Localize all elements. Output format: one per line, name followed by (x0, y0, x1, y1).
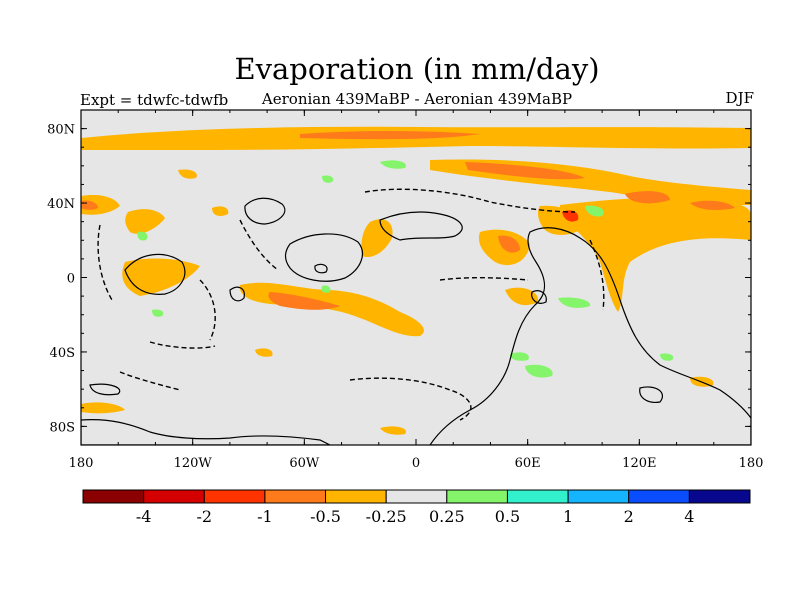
shelf-central (199, 279, 216, 341)
colorbar-swatch (506, 489, 569, 504)
continent-central-ring (284, 233, 363, 282)
contour-green-small-nw (322, 175, 334, 183)
colorbar-swatch (203, 489, 266, 504)
colorbar-label: 4 (684, 507, 694, 526)
colorbar-label: 0.5 (495, 507, 520, 526)
colorbar-swatch (628, 489, 690, 504)
shelf-north-arc (364, 188, 576, 213)
contour-green-south-2 (525, 364, 553, 378)
colorbar (82, 489, 751, 504)
contour-orange-small-1 (212, 206, 229, 216)
contour-red-equatorial (268, 292, 340, 310)
colorbar-swatch (385, 489, 448, 504)
continent-south-islands (89, 383, 121, 396)
x-tick-label: 60E (515, 456, 541, 471)
colorbar-swatch (688, 489, 751, 504)
contour-red-60n (465, 162, 585, 180)
colorbar-swatch (567, 489, 630, 504)
y-tick-label: 80N (47, 123, 75, 138)
x-tick-label: 0 (412, 456, 420, 471)
y-tick-label: 40S (50, 346, 75, 361)
continent-antarctic-west (81, 419, 331, 445)
colorbar-label: -0.25 (366, 507, 407, 526)
contour-orange-caribbean (361, 219, 393, 258)
y-tick-label: 40N (47, 197, 75, 212)
contour-green-west-pac (152, 309, 164, 317)
colorbar-label: -2 (196, 507, 212, 526)
shelf-south (349, 377, 472, 421)
x-tick-label: 180 (739, 456, 764, 471)
continent-small-3 (531, 290, 547, 304)
colorbar-swatch (82, 489, 145, 504)
contour-green-equator (321, 285, 331, 293)
colorbar-label: -4 (136, 507, 152, 526)
contour-orange-pacific-north (125, 209, 165, 234)
colorbar-swatch (325, 489, 387, 504)
contour-orange-far-south (380, 426, 406, 435)
season-label: DJF (725, 89, 754, 107)
contour-green-south-1 (510, 352, 529, 361)
contour-red-africa (498, 235, 520, 253)
contour-red-indian (562, 210, 579, 222)
y-tick-label: 0 (67, 272, 75, 287)
contour-red-north-band (300, 131, 480, 140)
contour-green-indian (558, 297, 591, 308)
y-tick-label: 80S (50, 420, 75, 435)
colorbar-swatch (446, 489, 508, 504)
evaporation-field (81, 110, 751, 445)
continent-small-1 (229, 286, 245, 302)
continent-outlines (81, 197, 751, 445)
colorbar-swatch (143, 489, 205, 504)
contour-orange-south-atlantic (505, 287, 539, 306)
x-tick-label: 120E (622, 456, 656, 471)
contour-green-southeast (660, 353, 674, 361)
colorbar-label: 0.25 (429, 507, 465, 526)
shelf-outlines (97, 188, 605, 421)
colorbar-label: -0.5 (310, 507, 341, 526)
contour-orange-east-asia (560, 197, 751, 312)
contour-green-arctic (380, 160, 406, 169)
x-tick-label: 120W (174, 456, 213, 471)
colorbar-labels: -4 -2 -1 -0.5 -0.25 0.25 0.5 1 2 4 (136, 507, 695, 526)
contour-orange-antarctic-west (81, 402, 125, 414)
continent-gondwana (429, 227, 751, 445)
continent-small-2 (314, 263, 328, 274)
contour-red-east-asia-2 (690, 200, 735, 211)
shelf-southwest (119, 371, 181, 391)
contour-orange-ne-asia (600, 226, 624, 241)
contour-orange-south-pacific (255, 348, 273, 357)
colorbar-label: 1 (563, 507, 573, 526)
contour-orange-west-pac (122, 258, 200, 296)
x-tick-label: 180 (69, 456, 94, 471)
colorbar-label: 2 (624, 507, 634, 526)
shelf-india (589, 239, 605, 311)
map-title: Evaporation (in mm/day) (234, 52, 600, 86)
contour-green-west (137, 231, 148, 241)
experiment-label: Expt = tdwfc-tdwfb (80, 91, 229, 109)
shelf-south-pac (149, 341, 216, 349)
axis-tick-labels: 180 120W 60W 0 60E 120E 180 80N 40N 0 40S 80S (47, 123, 763, 471)
shelf-west-arc (239, 219, 279, 271)
map-subtitle: Aeronian 439MaBP - Aeronian 439MaBP (261, 90, 573, 108)
continent-north-block (379, 211, 463, 241)
contour-orange-small-2 (178, 169, 197, 179)
contour-red-east-asia (625, 191, 670, 204)
x-tick-label: 60W (289, 456, 320, 471)
colorbar-swatch (264, 489, 327, 504)
continent-west-islands (244, 197, 286, 225)
continent-west-loop (124, 253, 186, 295)
axis-ticks (80, 109, 752, 446)
contour-green-asia (585, 205, 604, 217)
continent-south-east-islands (639, 386, 663, 403)
shelf-atlantic (439, 276, 529, 281)
colorbar-label: -1 (257, 507, 273, 526)
